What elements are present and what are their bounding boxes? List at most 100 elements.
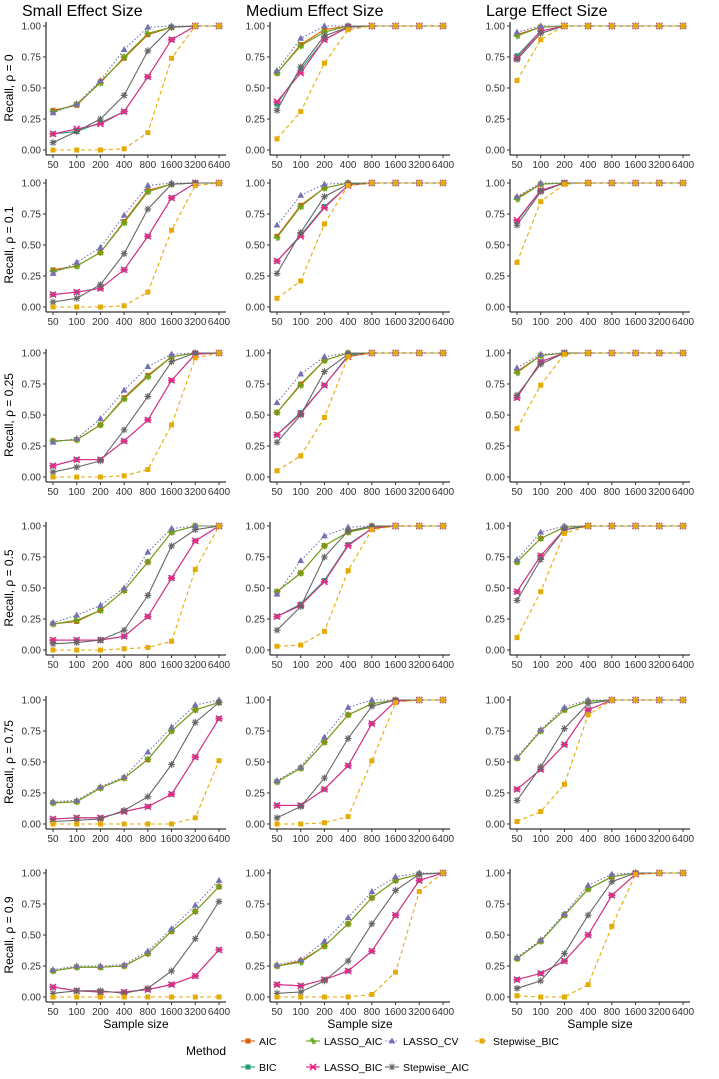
- x-tick-label: 400: [340, 660, 357, 671]
- data-point-stepwise-aic: [191, 526, 199, 534]
- series-line-stepwise-aic: [52, 352, 219, 473]
- data-point-stepwise-aic: [97, 115, 104, 123]
- y-tick-label: 0.50: [486, 931, 506, 942]
- y-tick-label: 0.75: [22, 727, 42, 738]
- x-tick-label: 200: [92, 317, 109, 328]
- series-line-stepwise-bic: [276, 352, 443, 472]
- data-point-stepwise-aic: [73, 639, 81, 646]
- data-point-bic: [345, 542, 351, 548]
- data-point-stepwise-bic: [633, 350, 639, 356]
- data-point-lasso-bic: [513, 976, 521, 984]
- data-point-stepwise-bic: [50, 994, 56, 1000]
- series-line-aic: [52, 701, 220, 804]
- x-tick-label: 400: [580, 834, 597, 845]
- series-line-stepwise-aic: [516, 352, 683, 396]
- data-point-lasso-bic: [320, 381, 329, 389]
- data-point-stepwise-bic: [169, 422, 175, 428]
- data-point-lasso-cv: [168, 350, 175, 357]
- x-tick-label: 400: [580, 1007, 597, 1018]
- data-point-lasso-aic: [144, 30, 152, 37]
- x-axis-title: Sample size: [103, 1017, 169, 1031]
- data-point-lasso-bic: [167, 194, 176, 202]
- data-point-lasso-cv: [344, 703, 352, 710]
- data-point-stepwise-bic: [609, 697, 615, 703]
- series-line-stepwise-bic: [53, 760, 220, 825]
- x-tick-label: 400: [116, 160, 133, 171]
- data-point-stepwise-aic: [215, 898, 223, 905]
- data-point-stepwise-aic: [584, 911, 592, 919]
- data-point-lasso-cv: [321, 532, 328, 539]
- y-tick-label: 0.00: [246, 820, 266, 831]
- data-point-lasso-cv: [73, 434, 81, 441]
- data-point-lasso-aic: [297, 569, 305, 577]
- x-tick-label: 3200: [408, 1007, 431, 1018]
- x-tick-label: 1600: [384, 487, 407, 498]
- y-tick-label: 0.25: [22, 115, 42, 126]
- data-point-lasso-cv: [321, 180, 328, 187]
- data-point-stepwise-bic: [74, 474, 80, 480]
- row-axis-title: Recall, ρ = 0.1: [2, 206, 16, 284]
- data-point-stepwise-bic: [169, 227, 175, 233]
- series-line-aic: [52, 182, 219, 271]
- y-tick-label: 0.25: [486, 789, 506, 800]
- x-tick-label: 100: [532, 317, 549, 328]
- data-point-lasso-cv: [584, 881, 592, 888]
- data-point-lasso-bic: [49, 130, 57, 138]
- x-tick-label: 100: [68, 160, 85, 171]
- x-tick-label: 400: [340, 487, 357, 498]
- data-point-stepwise-bic: [321, 994, 327, 1000]
- y-tick-label: 1.00: [486, 22, 506, 33]
- y-tick-label: 0.00: [486, 820, 506, 831]
- data-point-lasso-bic: [391, 911, 400, 919]
- x-tick-label: 6400: [208, 160, 231, 171]
- data-point-stepwise-bic: [121, 646, 127, 652]
- data-point-stepwise-bic: [169, 638, 175, 644]
- data-point-stepwise-bic: [440, 350, 446, 356]
- data-point-lasso-cv: [608, 870, 616, 877]
- series-line-lasso-aic: [276, 872, 444, 967]
- data-point-lasso-bic: [320, 578, 329, 586]
- chart-panel: 0.00 0.25 0.50 0.75 1.00 50 100 200 400 800 1600 32…: [246, 22, 455, 172]
- series-line-bic: [52, 25, 219, 135]
- data-point-stepwise-bic: [298, 109, 304, 115]
- data-point-stepwise-bic: [680, 23, 686, 29]
- y-tick-label: 0.00: [22, 473, 42, 484]
- series-line-stepwise-aic: [516, 699, 683, 801]
- y-tick-label: 1.00: [22, 349, 42, 360]
- x-tick-label: 50: [271, 317, 283, 328]
- series-line-stepwise-bic: [516, 182, 683, 263]
- data-point-lasso-aic: [537, 535, 545, 542]
- data-point-stepwise-bic: [345, 814, 351, 820]
- data-point-stepwise-aic: [73, 463, 81, 471]
- data-point-stepwise-bic: [561, 530, 567, 536]
- chart-panel: 0.00 0.25 0.50 0.75 1.00 50 100 200 400 800 1600 32…: [22, 869, 231, 1019]
- data-point-lasso-bic: [144, 232, 152, 240]
- data-point-stepwise-bic: [609, 180, 615, 186]
- y-tick-label: 0.75: [246, 900, 266, 911]
- column-title: Small Effect Size: [22, 3, 143, 20]
- data-point-stepwise-bic: [538, 994, 544, 1000]
- series-line-aic: [276, 872, 444, 967]
- y-tick-label: 0.75: [22, 53, 42, 64]
- y-tick-label: 1.00: [22, 22, 42, 33]
- data-point-lasso-aic: [297, 381, 305, 389]
- data-point-stepwise-bic: [514, 819, 520, 825]
- series-line-lasso-cv: [276, 872, 443, 966]
- data-point-stepwise-aic: [49, 139, 57, 146]
- data-point-stepwise-aic: [144, 47, 152, 55]
- data-point-stepwise-bic: [298, 453, 304, 459]
- data-point-lasso-cv: [120, 211, 128, 218]
- data-point-lasso-aic: [297, 42, 305, 50]
- y-tick-label: 1.00: [22, 869, 42, 880]
- x-tick-label: 200: [316, 317, 333, 328]
- data-point-lasso-bic: [120, 632, 128, 640]
- data-point-stepwise-bic: [514, 426, 520, 432]
- y-tick-label: 1.00: [246, 696, 266, 707]
- data-point-stepwise-bic: [50, 474, 56, 480]
- data-point-stepwise-bic: [321, 820, 327, 826]
- data-point-lasso-cv: [368, 888, 376, 894]
- x-tick-label: 400: [580, 160, 597, 171]
- y-tick-label: 1.00: [22, 522, 42, 533]
- data-point-lasso-cv: [273, 67, 281, 74]
- data-point-stepwise-bic: [680, 523, 686, 529]
